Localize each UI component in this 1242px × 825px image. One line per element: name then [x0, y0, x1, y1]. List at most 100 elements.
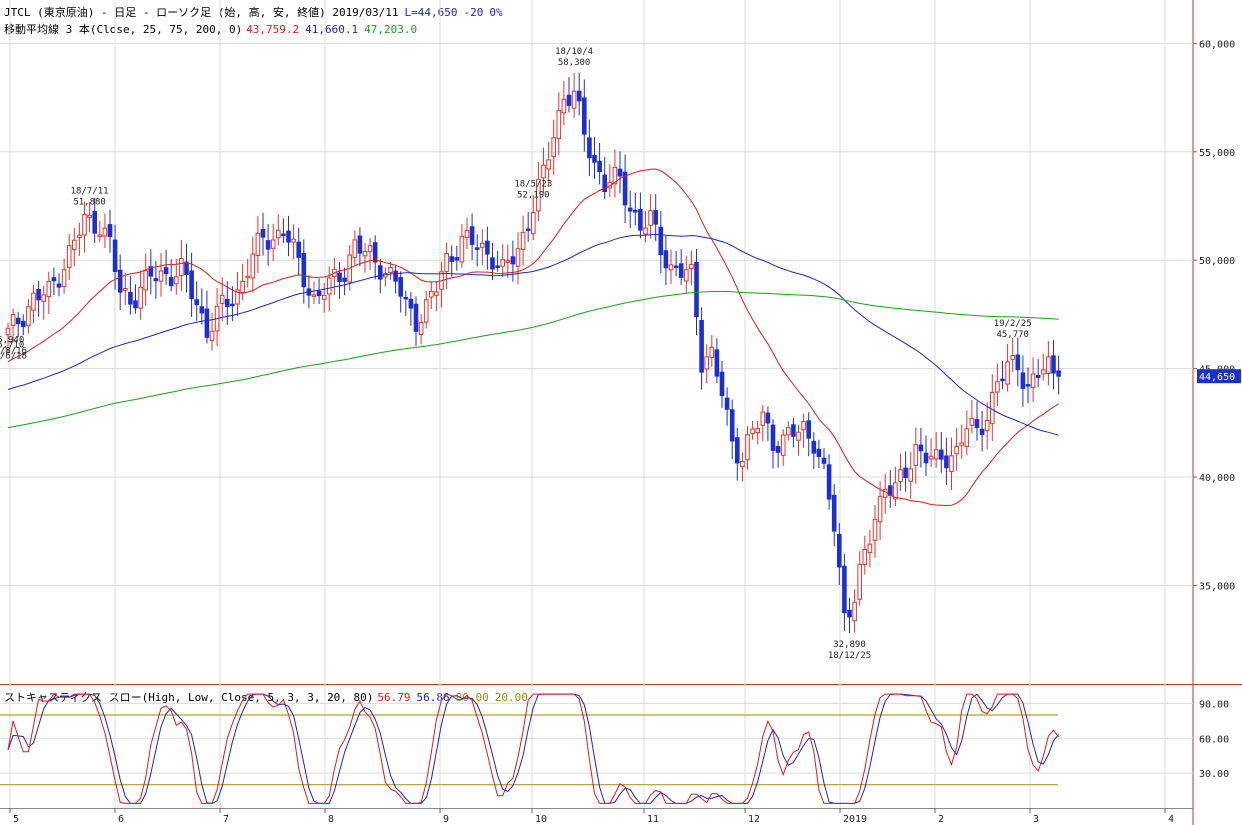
x-tick-label: 4 [1168, 814, 1174, 825]
x-tick-label: 5 [13, 814, 19, 825]
candle-up [418, 321, 424, 336]
annotation-date: 18/12/25 [828, 651, 871, 661]
candle-down [775, 446, 781, 453]
candle-down [1025, 384, 1031, 387]
y-tick-label: 35,000 [1199, 581, 1235, 592]
candle-down [602, 174, 608, 193]
candle-down [582, 97, 587, 135]
candle-up [862, 548, 868, 565]
candle-up [245, 275, 250, 279]
candle-down [1020, 372, 1026, 389]
candle-up [709, 346, 715, 358]
candle-up [26, 306, 31, 327]
candle-up [541, 164, 546, 179]
candle-up [689, 263, 694, 270]
candle-down [281, 233, 286, 237]
candle-up [434, 291, 439, 296]
stoch-tick-label: 90.00 [1199, 699, 1229, 710]
candle-up [561, 98, 567, 114]
candle-up [755, 428, 761, 434]
candle-down [413, 303, 419, 332]
ma25-line [7, 168, 1059, 507]
candle-up [97, 234, 103, 237]
candle-up [41, 294, 47, 302]
candle-down [719, 371, 725, 397]
candle-up [684, 269, 689, 282]
candle-down [128, 291, 133, 305]
candle-down [378, 265, 383, 280]
candles [5, 72, 1061, 634]
candle-up [158, 270, 164, 282]
candle-down [597, 160, 602, 173]
candle-up [536, 178, 541, 212]
candle-down [694, 261, 699, 318]
candle-down [525, 228, 531, 232]
candle-down [342, 277, 347, 282]
candle-down [735, 437, 740, 464]
candle-up [990, 391, 995, 425]
candle-down [842, 565, 847, 614]
candle-down [337, 272, 342, 282]
candle-up [250, 253, 256, 279]
candle-down [36, 288, 41, 301]
candle-up [327, 277, 332, 295]
candle-up [852, 601, 857, 622]
annotation-date: 18/10/4 [555, 47, 593, 57]
candle-up [423, 299, 429, 323]
candle-up [505, 260, 511, 263]
chart-title: JTCL (東京原油) - 日足 - ローソク足 (始, 高, 安, 終値) 2… [4, 6, 399, 19]
candle-down [724, 397, 730, 410]
candle-down [847, 609, 852, 618]
candle-down [357, 235, 363, 254]
candle-up [500, 259, 505, 267]
candle-down [821, 457, 827, 464]
candle-up [668, 264, 674, 271]
candle-up [87, 214, 92, 219]
candle-down [811, 440, 817, 454]
candle-up [546, 159, 551, 170]
candle-down [260, 229, 266, 238]
annotation-date: 18/8/16 [0, 347, 27, 357]
candle-down [449, 256, 454, 262]
candle-down [403, 296, 409, 300]
annotation-date: 18/6/18 [0, 352, 27, 362]
stoch-k-line [7, 693, 1059, 804]
candle-up [750, 428, 755, 434]
candle-down [627, 207, 633, 212]
candle-up [898, 469, 903, 482]
candle-up [893, 482, 898, 500]
candle-up [648, 210, 653, 226]
candle-up [143, 270, 148, 291]
stoch-tick-label: 60.00 [1199, 734, 1229, 745]
candle-up [571, 90, 577, 109]
candle-up [964, 428, 970, 447]
candle-down [1015, 354, 1021, 371]
candle-up [429, 290, 434, 298]
candle-up [255, 232, 261, 257]
chart-header: JTCL (東京原油) - 日足 - ローソク足 (始, 高, 安, 終値) 2… [4, 4, 509, 20]
candle-down [1051, 355, 1056, 374]
annotation-date: 18/5/23 [514, 180, 552, 190]
candle-down [923, 452, 929, 464]
annotation-price: 45,770 [996, 330, 1029, 340]
candle-up [138, 286, 143, 309]
x-tick-label: 8 [328, 814, 334, 825]
candle-up [66, 245, 72, 268]
x-tick-label: 9 [443, 814, 449, 825]
candle-up [31, 292, 36, 311]
candle-up [5, 327, 11, 336]
candle-down [673, 265, 679, 269]
candle-up [796, 431, 801, 441]
x-tick-label: 3 [1033, 814, 1039, 825]
candle-down [1035, 374, 1041, 378]
candle-down [316, 290, 322, 297]
candle-up [174, 276, 179, 285]
candle-up [480, 242, 485, 248]
candle-up [311, 294, 317, 297]
candle-down [592, 154, 597, 163]
stoch-upper-band-value: 80.00 [455, 691, 489, 704]
candle-up [780, 434, 786, 456]
candle-up [877, 495, 883, 523]
candle-down [398, 277, 403, 297]
